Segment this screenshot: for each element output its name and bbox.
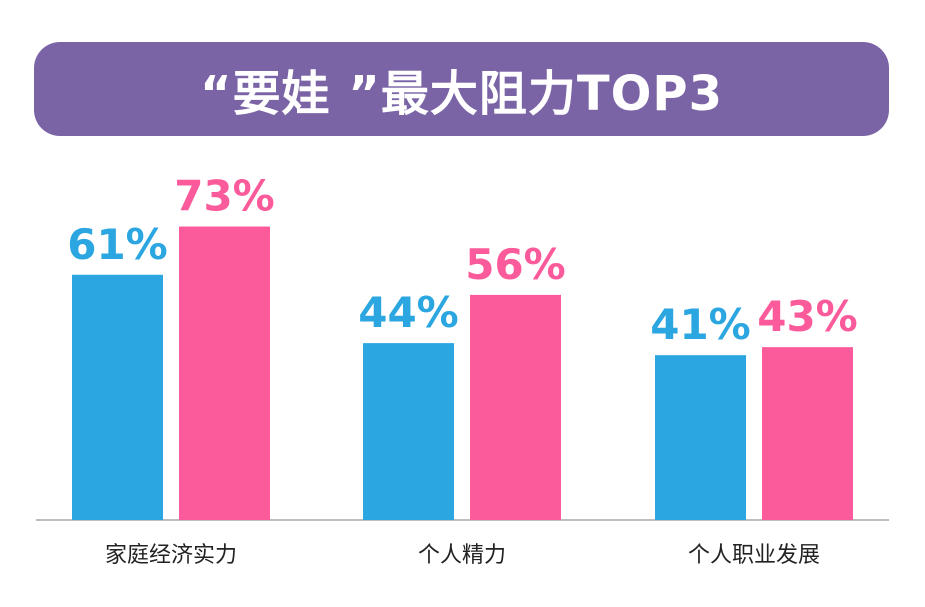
bar-1-series-1: [72, 274, 163, 520]
value-labels-group: 61%73% 44%56% 41% 43%: [67, 172, 858, 350]
chart-title: “要娃 ”最大阻力TOP3: [200, 66, 723, 122]
value-label-1-series-2: 73%: [174, 172, 275, 221]
bar-3-series-1: [655, 355, 746, 520]
value-label-2-series-2: 56%: [465, 240, 566, 289]
title-banner: “要娃 ”最大阻力TOP3: [34, 42, 889, 136]
value-label-2-series-1: 44%: [358, 288, 459, 337]
value-label-3-series-2: 43%: [757, 292, 858, 341]
category-label-2: 个人精力: [418, 543, 506, 568]
bar-3-series-2: [762, 347, 853, 520]
bar-2-series-1: [363, 343, 454, 520]
bar-1-series-2: [179, 226, 270, 521]
bar-2-series-2: [470, 294, 561, 520]
value-label-3-series-1: 41%: [650, 300, 751, 349]
category-label-1: 家庭经济实力: [105, 543, 237, 568]
bars-group: [72, 226, 853, 521]
value-label-1-series-1: 61%: [67, 220, 168, 269]
category-label-3: 个人职业发展: [688, 543, 820, 568]
category-labels-group: 家庭经济实力 个人精力 个人职业发展: [105, 543, 820, 568]
